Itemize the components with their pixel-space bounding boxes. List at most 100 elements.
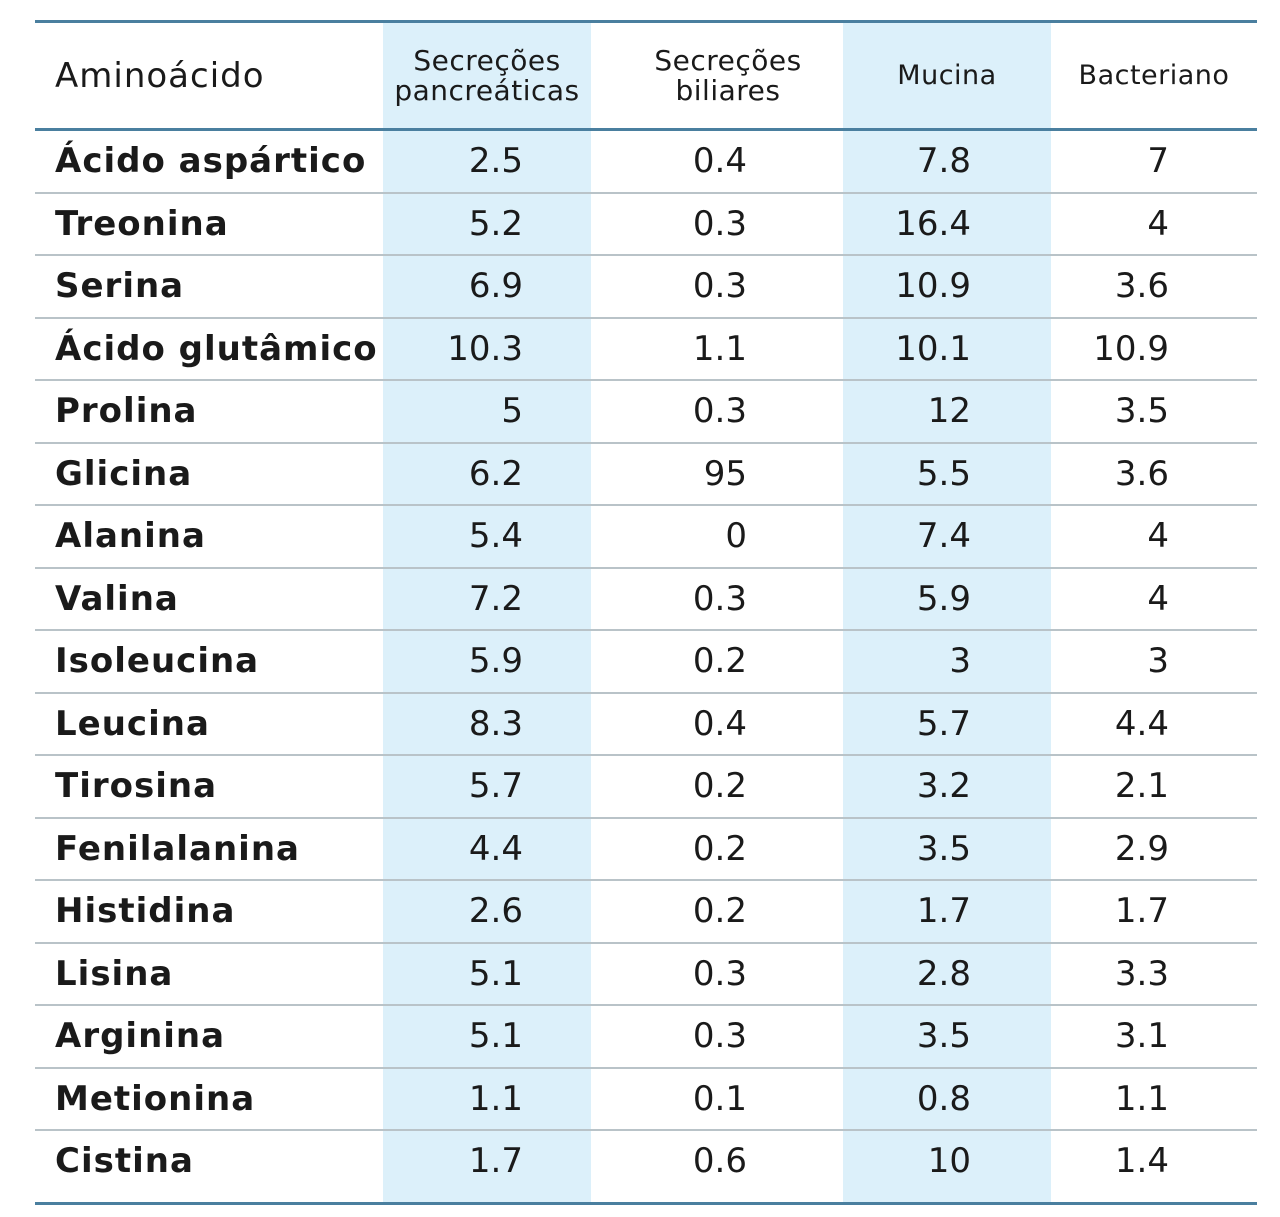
table-row: Metionina 1.1 0.1 0.8 1.1: [35, 1069, 1257, 1131]
value-mucin: 3: [949, 641, 971, 681]
table-header: Aminoácido Secreções pancreáticas Secreç…: [35, 23, 1257, 128]
value-pancreatic: 8.3: [468, 703, 523, 744]
row-separator: [35, 441, 1257, 444]
amino-acid-name: Lisina: [55, 953, 174, 994]
row-separator: [35, 1129, 1257, 1131]
row-separator: [35, 879, 1257, 881]
row-separator: [35, 504, 1257, 506]
value-biliary: 1.1: [692, 328, 747, 369]
value-mucin: 2.8: [916, 953, 971, 994]
table-top-rule: [35, 20, 1257, 23]
header-bacterial: Bacteriano: [1078, 59, 1230, 91]
value-mucin: 16.4: [895, 203, 971, 244]
value-pancreatic: 10.3: [447, 328, 523, 369]
table-row: Lisina 5.1 0.3 2.8 3.3: [35, 944, 1257, 1006]
table-row: Cistina 1.7 0.6 10 1.4: [35, 1131, 1257, 1194]
value-bacterial: 2.9: [1114, 828, 1169, 869]
amino-acid-name: Isoleucina: [55, 641, 260, 681]
table-row: Leucina 8.3 0.4 5.7 4.4: [35, 694, 1257, 756]
value-pancreatic: 5.1: [468, 953, 523, 994]
value-biliary: 0.3: [692, 203, 747, 244]
value-biliary: 0.2: [692, 828, 747, 869]
row-separator: [35, 1004, 1257, 1006]
row-separator: [35, 754, 1257, 756]
table-row: Ácido aspártico 2.5 0.4 7.8 7: [35, 131, 1257, 194]
value-biliary: 0: [725, 516, 747, 556]
amino-acid-name: Ácido aspártico: [55, 141, 367, 181]
value-bacterial: 1.7: [1114, 891, 1169, 931]
value-bacterial: 1.4: [1114, 1141, 1169, 1181]
value-bacterial: 4: [1147, 516, 1169, 556]
header-biliary: Secreções biliares: [654, 43, 802, 107]
value-pancreatic: 7.2: [468, 578, 523, 619]
value-pancreatic: 5: [501, 391, 523, 431]
table-row: Treonina 5.2 0.3 16.4 4: [35, 194, 1257, 256]
value-mucin: 7.4: [916, 516, 971, 556]
amino-acid-name: Valina: [55, 578, 179, 619]
value-mucin: 10.9: [895, 266, 971, 306]
row-separator: [35, 691, 1257, 694]
value-bacterial: 3.6: [1114, 453, 1169, 494]
table-row: Prolina 5 0.3 12 3.5: [35, 381, 1257, 444]
value-mucin: 7.8: [916, 141, 971, 181]
table-row: Tirosina 5.7 0.2 3.2 2.1: [35, 756, 1257, 819]
amino-acid-name: Glicina: [55, 453, 193, 494]
value-bacterial: 3: [1147, 641, 1169, 681]
amino-acid-name: Prolina: [55, 391, 198, 431]
amino-acid-name: Leucina: [55, 703, 210, 744]
row-separator: [35, 816, 1257, 819]
row-separator: [35, 191, 1257, 194]
value-bacterial: 4: [1147, 578, 1169, 619]
row-separator: [35, 316, 1257, 319]
header-mucin: Mucina: [897, 59, 997, 91]
value-mucin: 3.2: [916, 766, 971, 806]
value-biliary: 0.3: [692, 266, 747, 306]
value-biliary: 0.4: [692, 703, 747, 744]
value-bacterial: 10.9: [1093, 328, 1169, 369]
value-pancreatic: 5.9: [468, 641, 523, 681]
value-bacterial: 4.4: [1114, 703, 1169, 744]
row-separator: [35, 1066, 1257, 1069]
header-pancreatic: Secreções pancreáticas: [394, 43, 580, 107]
table-row: Ácido glutâmico 10.3 1.1 10.1 10.9: [35, 319, 1257, 381]
value-bacterial: 3.6: [1114, 266, 1169, 306]
value-pancreatic: 5.7: [468, 766, 523, 806]
value-mucin: 10: [927, 1141, 971, 1181]
row-separator: [35, 566, 1257, 569]
amino-acid-name: Tirosina: [55, 766, 218, 806]
value-pancreatic: 2.6: [468, 891, 523, 931]
amino-acid-name: Cistina: [55, 1141, 194, 1181]
value-pancreatic: 5.2: [468, 203, 523, 244]
row-separator: [35, 629, 1257, 631]
amino-acid-name: Fenilalanina: [55, 828, 300, 869]
value-pancreatic: 4.4: [468, 828, 523, 869]
value-mucin: 5.5: [916, 453, 971, 494]
table-row: Isoleucina 5.9 0.2 3 3: [35, 631, 1257, 694]
table-row: Valina 7.2 0.3 5.9 4: [35, 569, 1257, 631]
value-mucin: 3.5: [916, 1016, 971, 1056]
row-separator: [35, 254, 1257, 256]
table-bottom-rule: [35, 1202, 1257, 1205]
value-bacterial: 4: [1147, 203, 1169, 244]
value-pancreatic: 2.5: [468, 141, 523, 181]
table-row: Fenilalanina 4.4 0.2 3.5 2.9: [35, 819, 1257, 881]
value-mucin: 0.8: [916, 1078, 971, 1119]
value-pancreatic: 6.9: [468, 266, 523, 306]
value-biliary: 0.1: [692, 1078, 747, 1119]
value-mucin: 10.1: [895, 328, 971, 369]
value-biliary: 0.3: [692, 1016, 747, 1056]
amino-acid-name: Histidina: [55, 891, 236, 931]
value-mucin: 1.7: [916, 891, 971, 931]
value-pancreatic: 1.1: [468, 1078, 523, 1119]
value-pancreatic: 5.1: [468, 1016, 523, 1056]
value-biliary: 0.6: [692, 1141, 747, 1181]
row-separator: [35, 379, 1257, 381]
header-amino-acid: Aminoácido: [55, 55, 265, 96]
table-row: Arginina 5.1 0.3 3.5 3.1: [35, 1006, 1257, 1069]
value-mucin: 5.9: [916, 578, 971, 619]
value-bacterial: 1.1: [1114, 1078, 1169, 1119]
value-biliary: 0.2: [692, 766, 747, 806]
table-row: Histidina 2.6 0.2 1.7 1.7: [35, 881, 1257, 944]
amino-acid-name: Serina: [55, 266, 185, 306]
row-separator: [35, 941, 1257, 944]
